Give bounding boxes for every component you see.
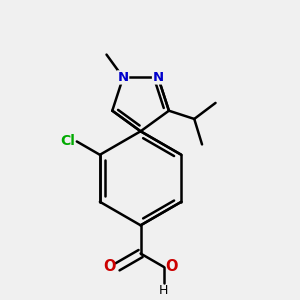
Text: Cl: Cl xyxy=(60,134,75,148)
Text: H: H xyxy=(159,284,168,297)
Text: O: O xyxy=(165,259,178,274)
Text: O: O xyxy=(103,259,116,274)
Text: N: N xyxy=(152,71,164,84)
Text: N: N xyxy=(118,71,129,84)
